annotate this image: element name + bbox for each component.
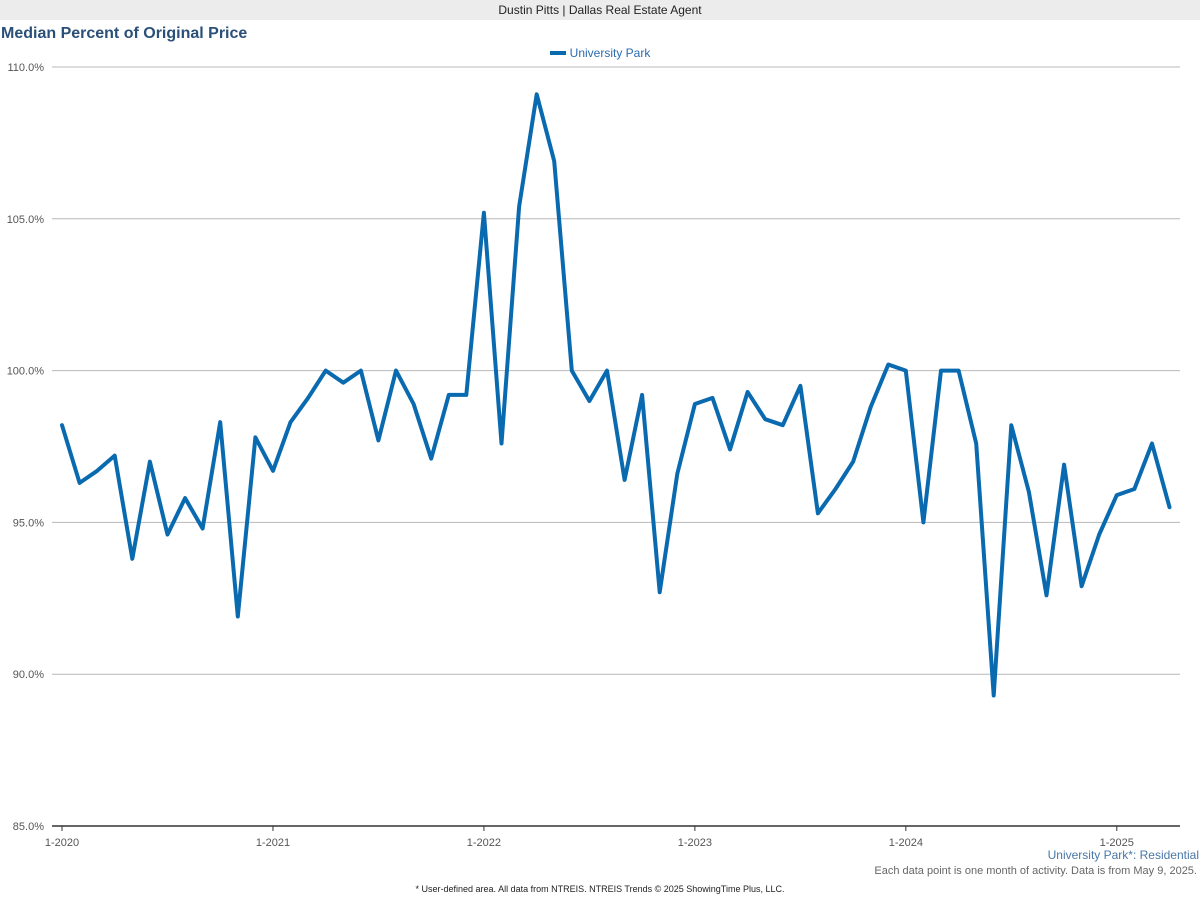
data-point	[869, 405, 873, 409]
data-point	[957, 369, 961, 373]
data-point	[464, 393, 468, 397]
chart-title: Median Percent of Original Price	[1, 25, 248, 42]
data-point	[693, 402, 697, 406]
data-point	[640, 393, 644, 397]
data-point	[1062, 463, 1066, 467]
data-point	[834, 487, 838, 491]
data-note: Each data point is one month of activity…	[874, 865, 1197, 877]
data-point	[60, 423, 64, 427]
data-point	[851, 460, 855, 464]
y-tick-label: 95.0%	[13, 517, 44, 529]
data-point	[341, 381, 345, 385]
data-point	[816, 511, 820, 515]
legend-label: University Park	[569, 46, 651, 60]
data-point	[429, 457, 433, 461]
data-point	[939, 369, 943, 373]
data-point	[763, 417, 767, 421]
data-point	[1115, 493, 1119, 497]
data-point	[306, 396, 310, 400]
y-tick-label: 90.0%	[13, 669, 44, 681]
x-tick-label: 1-2023	[678, 837, 712, 849]
data-point	[886, 363, 890, 367]
data-point	[201, 526, 205, 530]
chart-legend: University Park	[0, 46, 1200, 60]
y-tick-label: 110.0%	[8, 62, 45, 74]
data-point	[394, 369, 398, 373]
data-point	[974, 441, 978, 445]
data-point	[921, 520, 925, 524]
data-point	[218, 420, 222, 424]
y-tick-label: 100.0%	[7, 366, 45, 378]
data-point	[113, 454, 117, 458]
data-point	[570, 369, 574, 373]
area-subtitle: University Park*: Residential	[1047, 848, 1199, 862]
data-point	[658, 590, 662, 594]
data-point	[605, 369, 609, 373]
data-point	[130, 557, 134, 561]
x-tick-label: 1-2021	[256, 837, 290, 849]
data-point	[500, 441, 504, 445]
y-tick-label: 85.0%	[13, 821, 44, 833]
data-point	[324, 369, 328, 373]
footer-disclaimer: * User-defined area. All data from NTREI…	[415, 884, 785, 894]
data-point	[165, 533, 169, 537]
data-point	[675, 472, 679, 476]
data-point	[447, 393, 451, 397]
data-point	[728, 448, 732, 452]
x-tick-label: 1-2024	[889, 837, 923, 849]
data-point	[1150, 441, 1154, 445]
data-point	[95, 469, 99, 473]
data-point	[798, 384, 802, 388]
data-point	[1009, 423, 1013, 427]
data-point	[535, 92, 539, 96]
data-point	[78, 481, 82, 485]
data-point	[746, 390, 750, 394]
data-point	[1027, 490, 1031, 494]
data-point	[1080, 584, 1084, 588]
data-point	[148, 460, 152, 464]
data-point	[376, 438, 380, 442]
data-point	[781, 423, 785, 427]
data-point	[904, 369, 908, 373]
x-tick-label: 1-2025	[1100, 837, 1134, 849]
data-point	[552, 159, 556, 163]
data-point	[271, 469, 275, 473]
data-point	[1168, 505, 1172, 509]
data-point	[517, 205, 521, 209]
data-point	[623, 478, 627, 482]
y-tick-label: 105.0%	[7, 214, 45, 226]
data-point	[236, 615, 240, 619]
legend-swatch	[549, 50, 566, 55]
data-point	[412, 402, 416, 406]
data-point	[183, 496, 187, 500]
data-point	[1097, 533, 1101, 537]
data-point	[1132, 487, 1136, 491]
data-point	[710, 396, 714, 400]
data-point	[359, 369, 363, 373]
data-point	[587, 399, 591, 403]
x-tick-label: 1-2020	[45, 837, 79, 849]
data-point	[482, 211, 486, 215]
data-point	[253, 435, 257, 439]
x-tick-label: 1-2022	[467, 837, 501, 849]
data-point	[992, 693, 996, 697]
agent-header: Dustin Pitts | Dallas Real Estate Agent	[0, 0, 1200, 20]
data-point	[1044, 593, 1048, 597]
series-line-university-park	[60, 92, 1172, 698]
data-point	[289, 420, 293, 424]
